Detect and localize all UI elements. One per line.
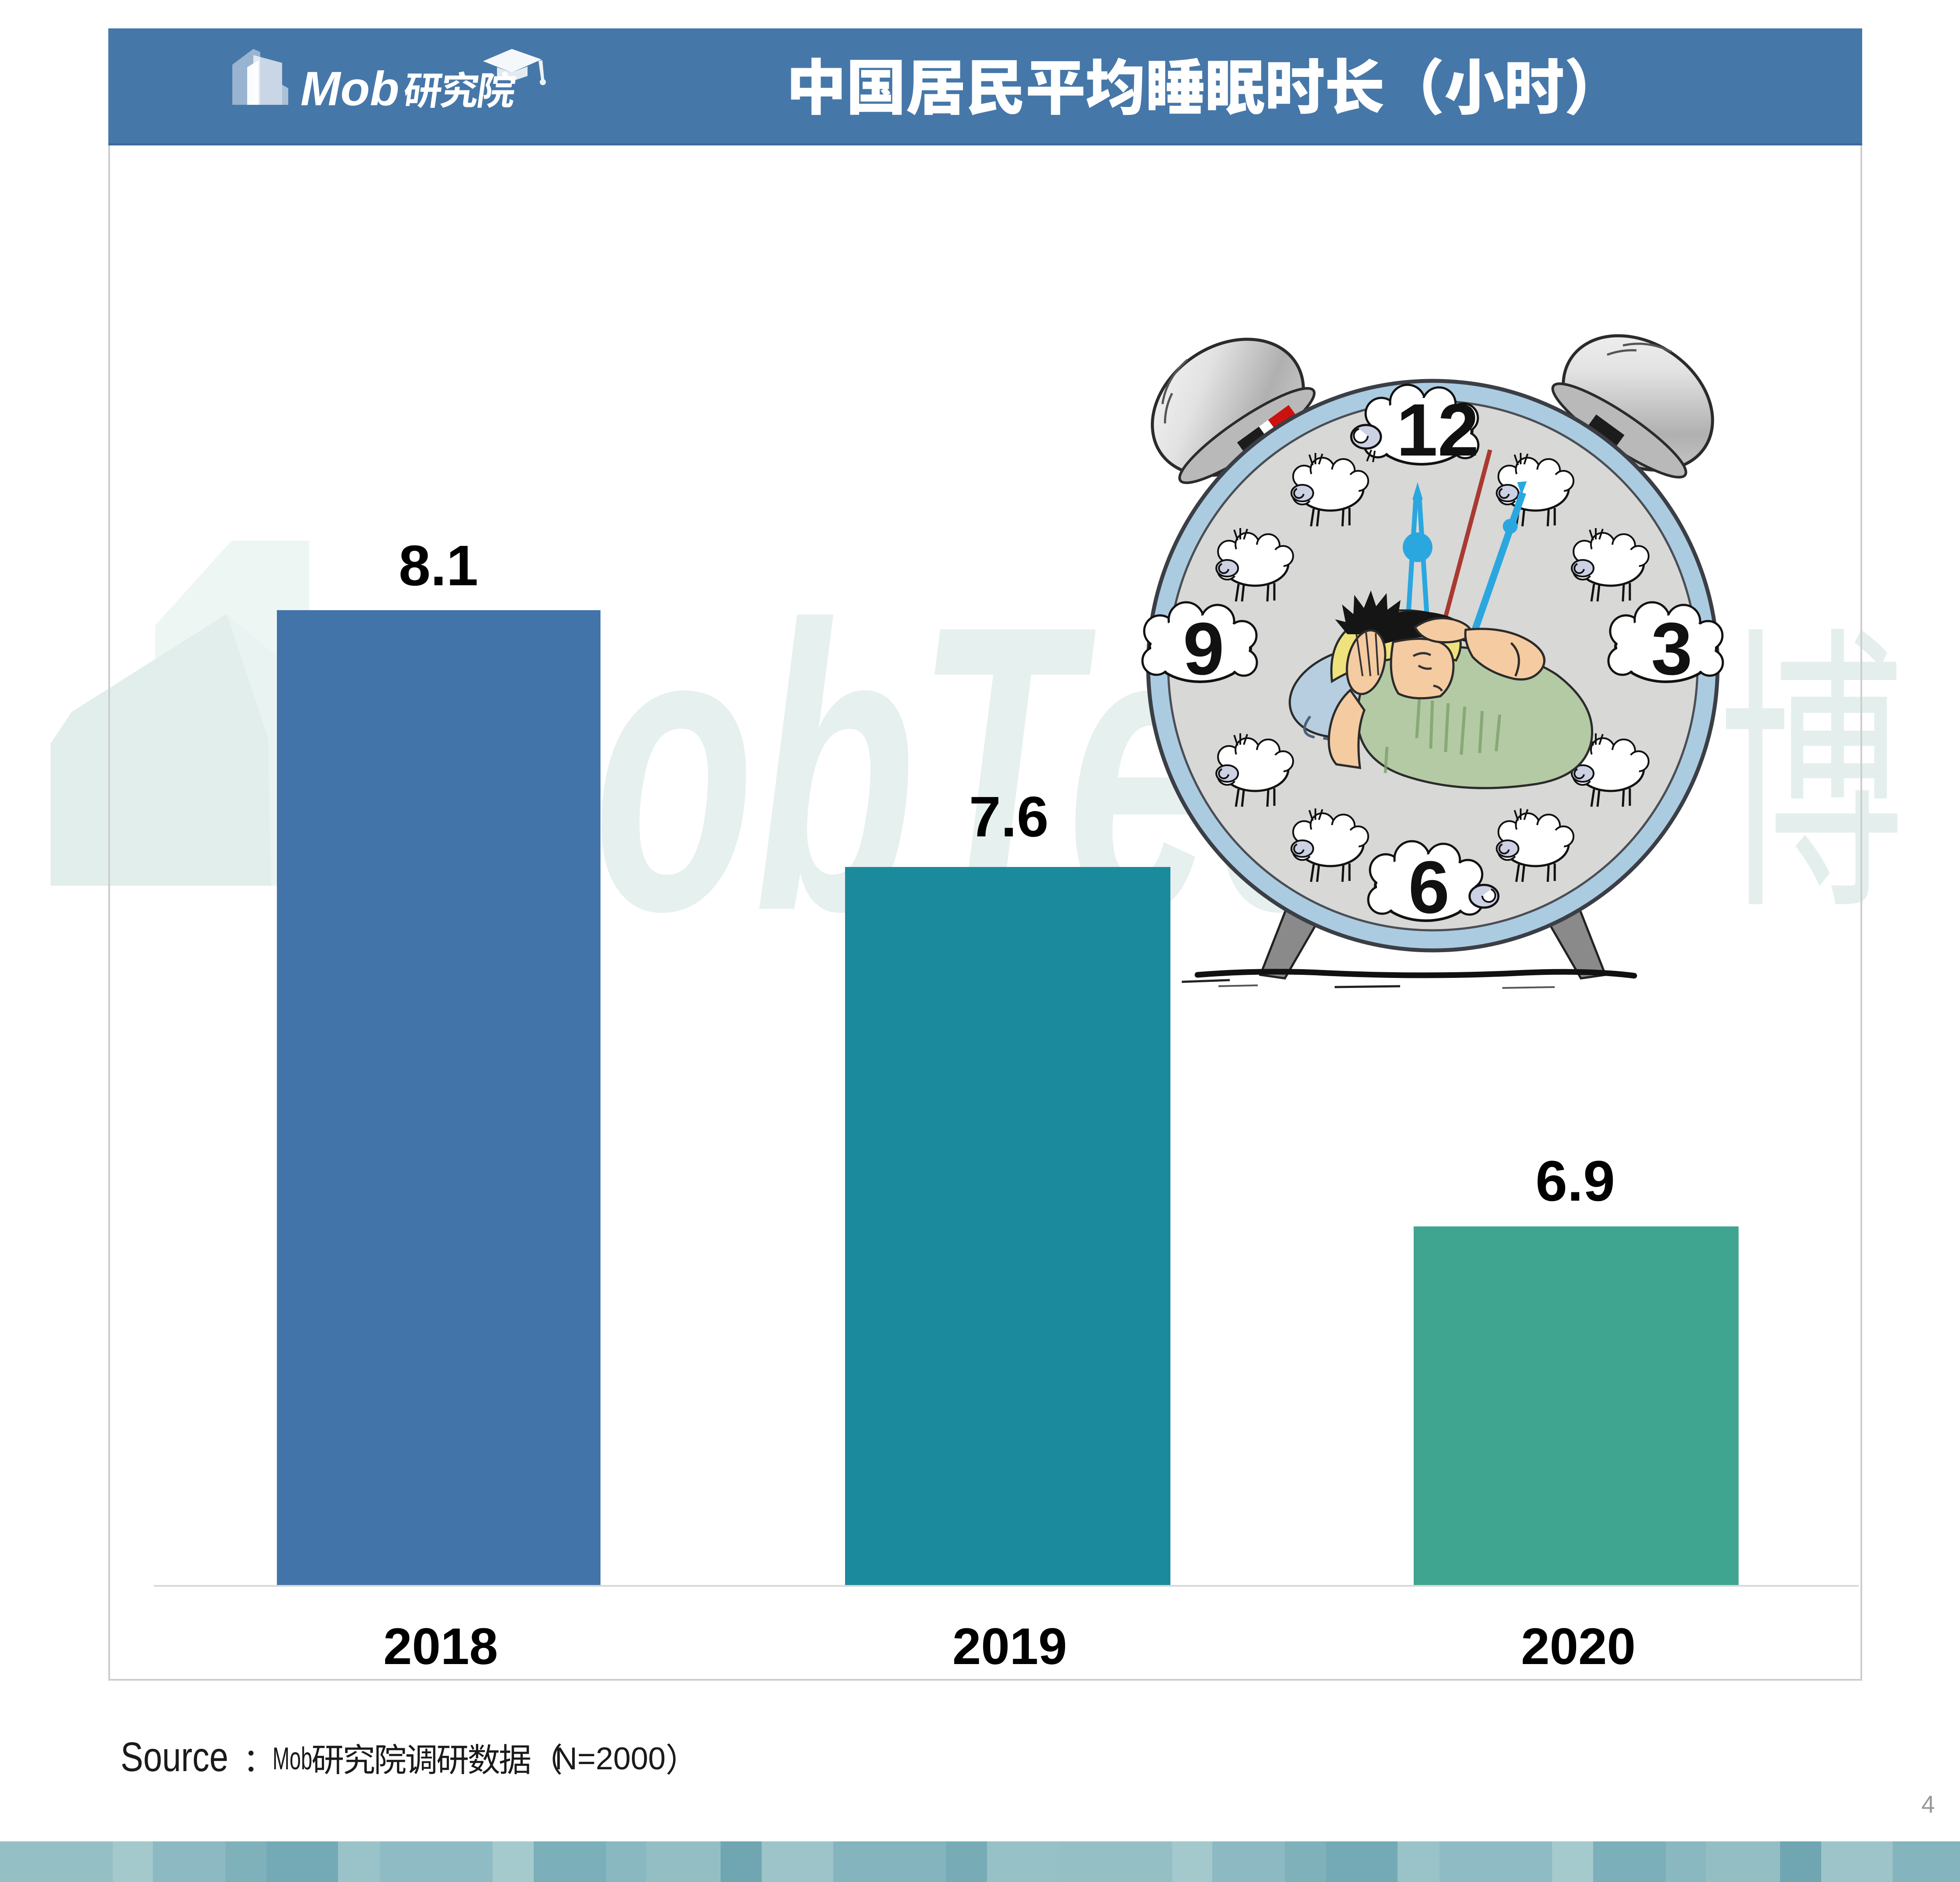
svg-text:6: 6: [1408, 846, 1450, 929]
svg-text:9: 9: [1183, 608, 1225, 691]
svg-text:12: 12: [1396, 389, 1479, 472]
svg-text:3: 3: [1651, 608, 1693, 691]
